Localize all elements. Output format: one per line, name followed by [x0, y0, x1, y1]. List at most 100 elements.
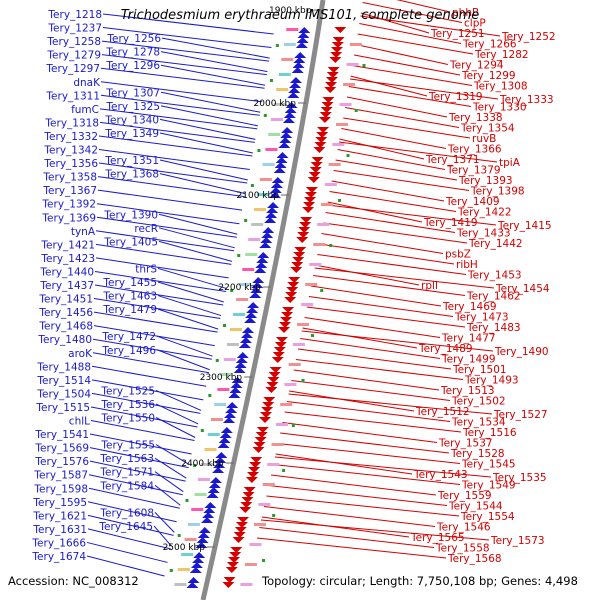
feature-marker: [237, 254, 241, 257]
reverse-gene-arrow: [315, 137, 328, 143]
feature-box: [226, 343, 239, 346]
reverse-gene-arrow: [298, 227, 311, 233]
label-connector: [284, 411, 462, 433]
feature-box: [265, 148, 278, 151]
forward-gene-arrow: [186, 582, 199, 588]
label-connector: [346, 96, 448, 118]
reverse-gene-arrow: [254, 437, 267, 443]
forward-gene-arrow: [229, 387, 242, 393]
label-connector: [260, 519, 490, 541]
label-connector: [339, 138, 425, 160]
gene-label: Tery_1502: [451, 396, 506, 408]
label-connector: [97, 189, 243, 211]
gene-label: Tery_1537: [438, 438, 493, 450]
reverse-gene-arrow: [291, 262, 304, 268]
gene-label: Tery_1479: [102, 304, 157, 316]
feature-box: [191, 508, 204, 511]
reverse-gene-arrow: [262, 402, 275, 408]
feature-marker: [310, 334, 314, 337]
forward-gene-arrow: [281, 127, 294, 133]
label-connector: [357, 33, 474, 55]
label-connector: [338, 141, 498, 163]
forward-gene-arrow: [240, 332, 253, 338]
reverse-gene-arrow: [304, 192, 317, 198]
forward-gene-arrow: [244, 317, 257, 323]
label-connector: [350, 78, 499, 100]
forward-gene-arrow: [207, 487, 220, 493]
feature-box: [248, 238, 261, 241]
feature-marker: [185, 499, 189, 502]
gene-label: tpiA: [499, 157, 521, 169]
reverse-gene-arrow: [252, 447, 265, 453]
feature-box: [305, 283, 318, 286]
feature-box: [223, 358, 236, 361]
gene-label: Tery_1512: [415, 406, 470, 418]
feature-box: [324, 183, 337, 186]
gene-label: Tery_1415: [497, 220, 552, 232]
forward-gene-arrow: [228, 392, 241, 398]
feature-box: [288, 363, 301, 366]
feature-marker: [301, 379, 305, 382]
gene-label: Tery_1294: [449, 60, 504, 72]
label-connector: [93, 311, 218, 333]
gene-label: Tery_1501: [452, 364, 507, 376]
gene-label: Tery_1462: [466, 291, 521, 303]
feature-marker: [272, 514, 276, 517]
label-connector: [319, 243, 455, 265]
reverse-gene-arrow: [228, 557, 241, 563]
forward-gene-arrow: [291, 67, 304, 73]
gene-label: Tery_1598: [33, 483, 88, 495]
feature-box: [256, 193, 269, 196]
reverse-gene-arrow: [232, 537, 245, 543]
label-connector: [274, 456, 492, 478]
feature-box: [346, 63, 359, 66]
gene-label: Tery_1349: [104, 128, 159, 140]
label-connector: [155, 403, 199, 425]
label-connector: [93, 325, 215, 347]
label-connector: [86, 555, 165, 577]
gene-label: Tery_1422: [457, 207, 512, 219]
gene-label: Tery_1453: [467, 270, 522, 282]
label-connector: [100, 94, 260, 116]
label-connector: [256, 537, 447, 559]
feature-marker: [320, 289, 324, 292]
gene-label: Tery_1488: [36, 361, 91, 373]
label-connector: [158, 240, 233, 262]
reverse-gene-arrow: [265, 387, 278, 393]
label-connector: [326, 204, 497, 226]
gene-label: Tery_1308: [473, 81, 528, 93]
feature-marker: [362, 64, 366, 67]
label-connector: [102, 27, 272, 49]
feature-box: [283, 43, 296, 46]
feature-box: [284, 383, 297, 386]
label-connector: [335, 159, 458, 181]
label-connector: [360, 12, 430, 34]
forward-gene-arrow: [212, 467, 225, 473]
label-connector: [288, 393, 493, 415]
gene-label: Tery_1513: [440, 385, 495, 397]
gene-label: Tery_1296: [105, 60, 160, 72]
gene-label: Tery_1534: [451, 417, 506, 429]
feature-marker: [329, 244, 333, 247]
gene-label: Tery_1325: [105, 101, 160, 113]
gene-label: Tery_1573: [490, 535, 545, 547]
reverse-gene-arrow: [222, 582, 235, 588]
forward-gene-arrow: [247, 302, 260, 308]
label-connector: [273, 464, 461, 485]
forward-gene-arrow: [226, 402, 239, 408]
reverse-gene-arrow: [300, 217, 313, 223]
label-connector: [157, 281, 224, 303]
forward-gene-arrow: [222, 417, 235, 423]
reverse-gene-arrow: [271, 357, 284, 363]
gene-label: Tery_1558: [435, 543, 490, 555]
reverse-gene-arrow: [287, 282, 300, 288]
gene-label: Tery_1535: [492, 472, 547, 484]
reverse-gene-arrow: [282, 307, 295, 313]
label-connector: [160, 91, 261, 113]
reverse-gene-arrow: [237, 517, 250, 523]
feature-box: [244, 563, 257, 566]
reverse-gene-arrow: [234, 527, 247, 533]
label-connector: [304, 317, 441, 338]
forward-gene-arrow: [241, 327, 254, 333]
reverse-gene-arrow: [305, 187, 318, 193]
